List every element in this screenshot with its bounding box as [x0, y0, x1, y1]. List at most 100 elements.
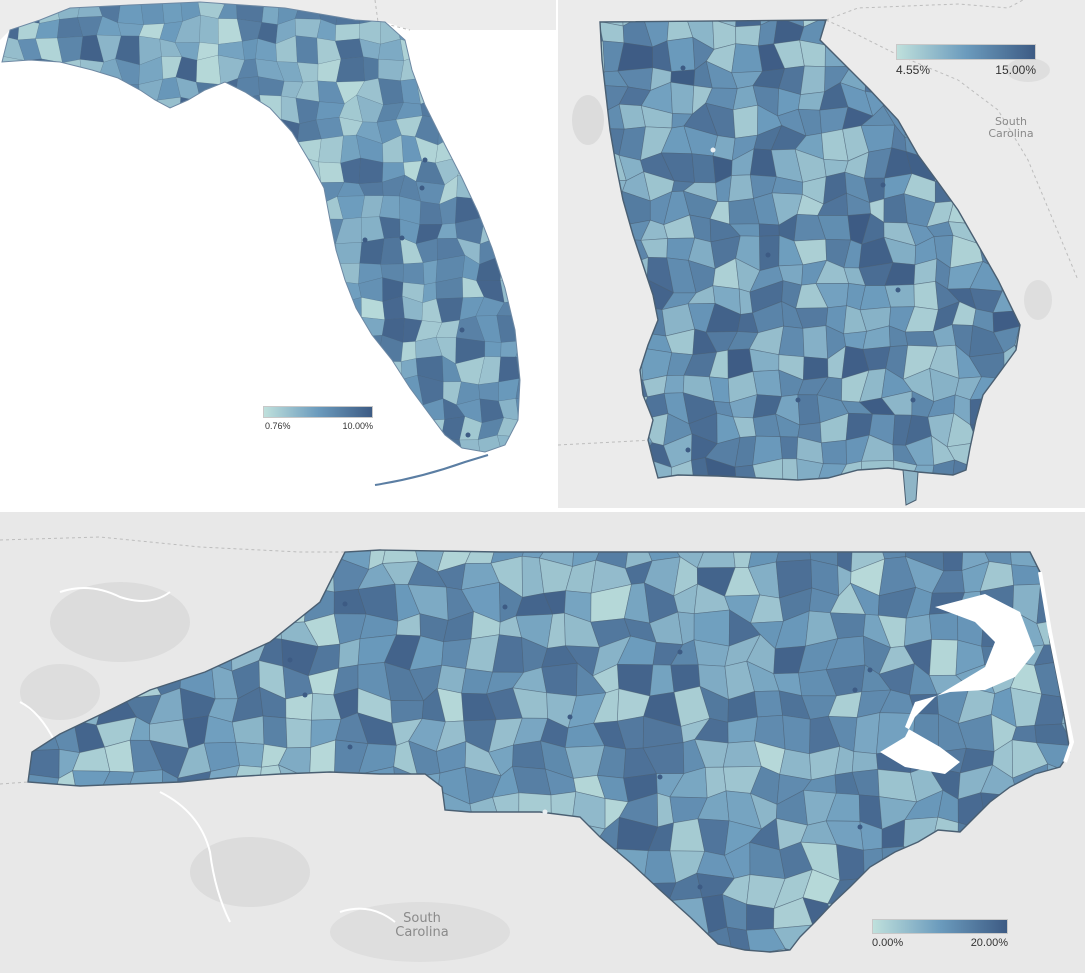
map-region: [335, 23, 360, 42]
map-region: [802, 356, 829, 381]
map-region: [666, 37, 696, 72]
georgia-neighbor-label-line1: South: [995, 115, 1027, 128]
map-region: [782, 714, 811, 755]
map-region: [295, 97, 320, 124]
map-region: [836, 844, 865, 881]
georgia-neighbor-label: South Carolina: [976, 115, 1046, 140]
georgia-city-markers: [680, 65, 916, 453]
georgia-outline: [599, 19, 1021, 481]
north-carolina-map-panel[interactable]: 0.00% 20.00% South Carolina: [0, 512, 1085, 973]
map-region: [336, 56, 365, 83]
georgia-legend-min: 4.55%: [896, 63, 931, 77]
map-region: [541, 662, 578, 697]
florida-legend-gradient: [263, 406, 373, 418]
north-carolina-city-markers: [287, 601, 873, 890]
map-region: [379, 195, 401, 220]
map-region: [799, 39, 826, 68]
map-region: [196, 55, 222, 85]
north-carolina-neighbor-label-line1: South: [403, 911, 441, 926]
florida-legend-max: 10.00%: [342, 421, 373, 431]
north-carolina-map: [0, 512, 1085, 973]
map-region: [691, 153, 716, 184]
map-region: [1061, 693, 1070, 725]
map-region: [478, 381, 499, 402]
map-region: [402, 262, 425, 285]
north-carolina-neighbor-label-line2: Carolina: [395, 925, 449, 941]
map-region: [477, 434, 503, 452]
map-region: [735, 24, 762, 47]
map-region: [802, 325, 829, 360]
north-carolina-legend: 0.00% 20.00%: [872, 919, 1008, 953]
map-region: [800, 65, 826, 95]
florida-map: [0, 0, 556, 508]
map-region: [732, 104, 759, 139]
map-region: [484, 341, 502, 358]
map-region: [913, 281, 939, 311]
north-carolina-outline: [27, 549, 1071, 953]
florida-legend-min: 0.76%: [265, 421, 291, 431]
map-region: [731, 43, 763, 74]
map-region: [617, 42, 654, 72]
florida-city-markers: [362, 157, 471, 438]
map-region: [726, 926, 752, 952]
map-region: [649, 664, 675, 697]
north-carolina-legend-gradient: [872, 919, 1008, 934]
map-region: [515, 378, 520, 402]
map-region: [512, 765, 552, 796]
georgia-map-panel[interactable]: 4.55% 15.00% South Carolina: [558, 0, 1085, 508]
map-region: [797, 394, 821, 426]
map-region: [883, 193, 908, 224]
map-region: [851, 751, 879, 773]
map-region: [359, 238, 385, 265]
georgia-legend-gradient: [896, 44, 1036, 60]
map-region: [904, 330, 938, 347]
map-region: [779, 436, 799, 460]
map-region: [400, 341, 417, 362]
map-region: [318, 161, 345, 183]
map-region: [728, 174, 754, 203]
map-region: [242, 38, 258, 61]
map-region: [318, 135, 344, 164]
georgia-map: [558, 0, 1085, 508]
map-region: [515, 398, 520, 421]
panel-divider: [556, 0, 558, 510]
map-region: [1034, 723, 1070, 747]
map-region: [758, 223, 780, 237]
map-region: [358, 157, 384, 184]
map-region: [285, 717, 312, 749]
map-region: [754, 690, 783, 718]
map-region: [781, 458, 799, 480]
map-region: [515, 356, 520, 380]
map-region: [670, 81, 695, 115]
florida-map-panel[interactable]: 0.76% 10.00%: [0, 0, 556, 508]
north-carolina-legend-min: 0.00%: [872, 937, 904, 949]
map-region: [1014, 325, 1020, 358]
map-region: [380, 237, 404, 265]
map-region: [378, 59, 405, 81]
georgia-legend-max: 15.00%: [995, 63, 1036, 77]
map-region: [262, 715, 288, 749]
georgia-legend: 4.55% 15.00%: [896, 44, 1036, 78]
panel-divider: [0, 508, 1085, 512]
map-region: [929, 639, 959, 676]
map-region: [752, 458, 784, 480]
map-region: [778, 325, 805, 358]
map-region: [419, 201, 443, 225]
map-region: [422, 259, 438, 285]
map-region: [663, 374, 685, 394]
map-region: [929, 612, 959, 641]
map-region: [363, 56, 379, 82]
north-carolina-legend-max: 20.00%: [970, 937, 1008, 949]
florida-keys: [374, 454, 489, 486]
map-region: [338, 638, 361, 669]
map-region: [821, 439, 847, 465]
map-region: [746, 903, 775, 931]
florida-outline: [1, 1, 521, 453]
florida-legend: 0.76% 10.00%: [263, 406, 373, 434]
map-region: [752, 369, 782, 397]
map-region: [853, 712, 881, 755]
map-region: [235, 741, 265, 768]
pamlico-sound: [880, 594, 1035, 774]
map-region: [512, 740, 546, 770]
